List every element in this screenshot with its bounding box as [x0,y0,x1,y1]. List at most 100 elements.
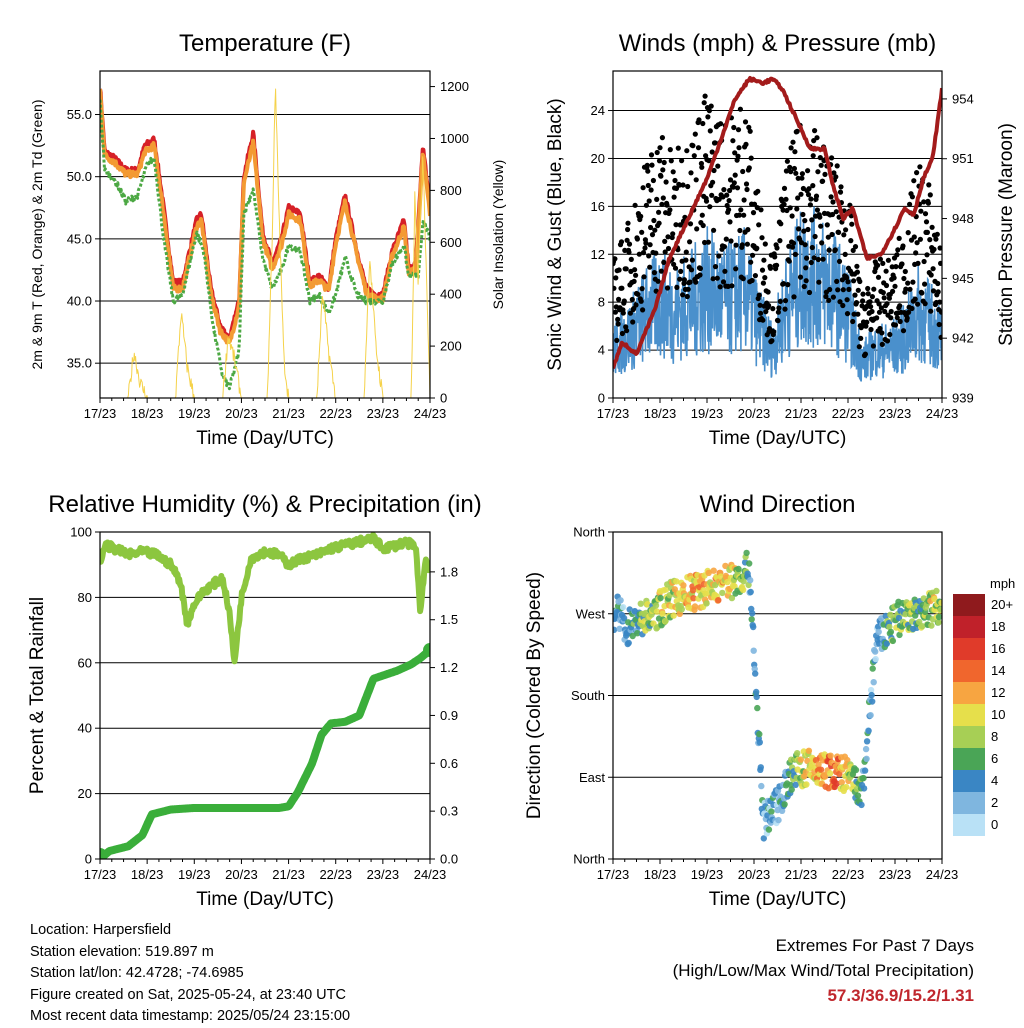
x-tick-label: 23/23 [367,406,400,421]
gust-point [695,145,702,151]
gust-point [824,222,830,228]
gust-point [905,230,911,236]
x-tick-label: 23/23 [879,406,912,421]
direction-point [895,614,903,622]
gust-point [759,267,766,273]
gust-point [770,306,776,312]
gust-point [846,286,852,292]
y-tick-label: South [571,688,605,703]
direction-point [653,608,661,615]
gust-point [749,277,755,284]
gust-point [903,286,909,292]
gust-point [878,305,885,311]
gust-point [724,202,730,209]
gust-point [798,191,804,197]
gust-point [675,145,681,151]
gust-point [826,297,832,303]
gust-point [672,265,679,271]
gust-point [935,280,941,287]
x-tick-label: 22/23 [832,867,865,882]
series-precip [100,646,430,859]
gust-point [767,265,774,271]
colorbar-swatch [953,616,985,638]
gust-point [640,185,646,191]
gust-point [618,239,625,245]
gust-point [810,153,816,159]
y-right-tick-label: 400 [440,287,462,302]
y-tick-label: 80 [78,590,92,605]
gust-point [630,319,636,325]
gust-point [795,195,801,201]
gust-point [897,318,903,325]
gust-point [668,158,674,164]
direction-point [870,679,877,686]
y-right-tick-label: 0.3 [440,804,458,819]
gust-point [806,289,813,296]
direction-point [724,578,731,586]
direction-point [889,637,897,645]
x-tick-label: 23/23 [879,867,912,882]
gust-point [745,227,751,233]
gust-point [703,198,710,204]
gust-point [752,273,759,279]
y-right-tick-label: 0.0 [440,852,458,867]
direction-point [803,781,810,788]
direction-point [753,693,760,701]
gust-point [628,256,634,262]
colorbar-tick-label: 14 [991,663,1005,678]
gust-point [895,247,901,253]
x-tick-label: 17/23 [597,406,630,421]
gust-point [667,147,673,153]
y-axis-label: 2m & 9m T (Red, Orange) & 2m Td (Green) [29,100,45,370]
gust-point [743,181,750,187]
gust-point [744,241,751,247]
gust-point [795,175,801,181]
x-tick-label: 22/23 [319,867,352,882]
direction-point [754,704,761,712]
gust-point [927,237,933,243]
plot-border [99,70,431,399]
direction-point [748,616,755,623]
gust-point [733,266,739,272]
gust-point [718,121,724,127]
direction-point [760,835,767,842]
direction-point [902,610,909,618]
gust-point [726,198,732,204]
direction-point [678,606,685,613]
gust-point [623,266,629,272]
gust-point [783,196,789,202]
gust-point [791,165,798,172]
gust-point [935,289,941,295]
gust-point [680,292,686,298]
x-tick-label: 20/23 [225,867,258,882]
gust-point [933,236,939,242]
x-axis-label: Time (Day/UTC) [196,428,334,449]
direction-point [872,648,879,655]
gust-point [809,217,815,223]
gust-point [843,227,849,233]
direction-point [860,774,867,782]
gust-point [834,278,840,284]
gust-point [643,202,650,208]
gust-point [714,275,720,281]
gust-point [879,341,885,347]
direction-point [613,626,618,633]
gust-point [910,279,916,285]
gust-point [823,293,829,300]
gust-point [762,241,768,247]
direction-point [912,612,919,619]
gust-point [756,222,762,228]
gust-point [633,302,639,308]
plot-area [100,532,430,859]
gust-point [812,233,818,240]
y-tick-label: 20 [591,151,605,166]
gust-point [636,251,642,257]
series-rh [100,532,430,665]
gust-point [840,302,846,309]
gust-point [830,294,837,300]
direction-point [797,756,804,763]
gust-point [672,177,678,184]
gust-point [663,179,669,185]
direction-point [750,623,757,631]
